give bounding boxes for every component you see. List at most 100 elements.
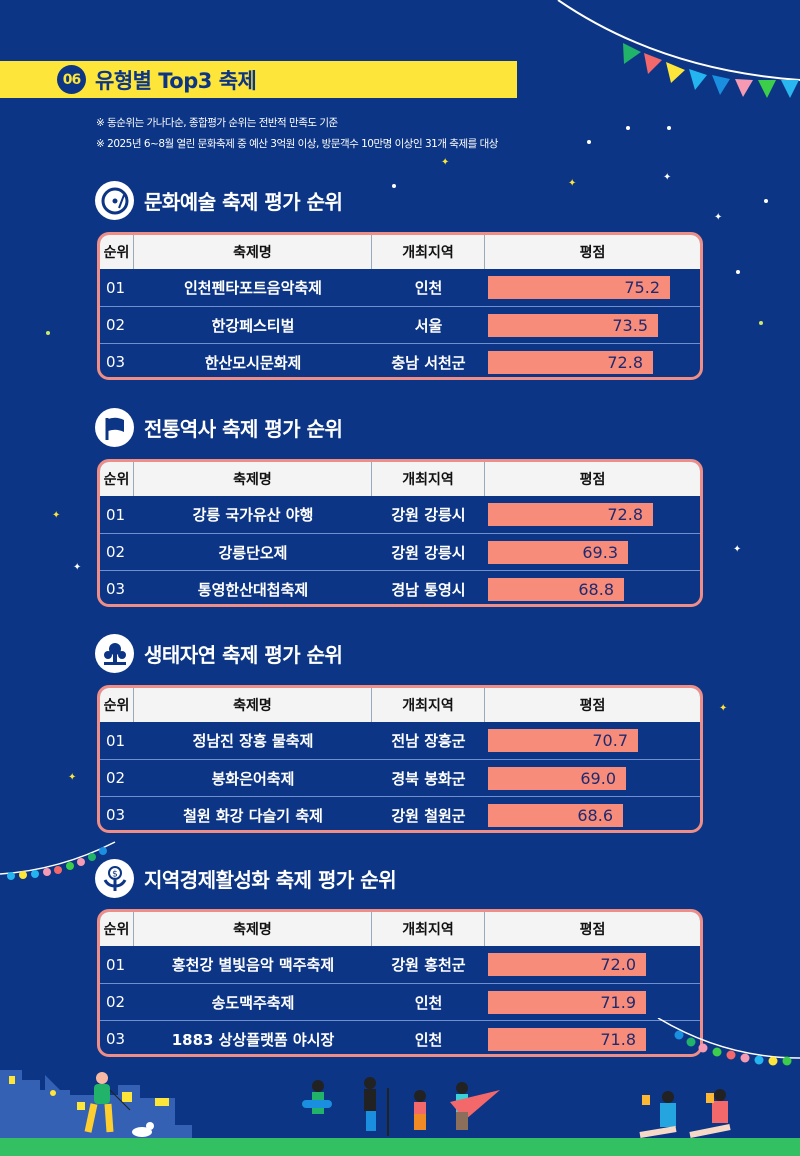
festival-name: 정남진 장흥 물축제 [192, 732, 314, 750]
grass-ground [0, 1138, 800, 1156]
ranking-table-tradition: 순위 축제명 개최지역 평점 01 강릉 국가유산 야행 강원 강릉시 72.8… [97, 459, 703, 607]
money-plant-icon: $ [95, 859, 134, 898]
score-bar: 75.2 [488, 276, 670, 299]
section-header-economy: $ 지역경제활성화 축제 평가 순위 [95, 859, 397, 898]
score-bar: 72.8 [488, 350, 653, 374]
sparkle-icon: ✦ [719, 703, 728, 714]
table-row: 03 철원 화강 다슬기 축제 강원 철원군 68.6 [100, 796, 700, 830]
rank: 03 [106, 1030, 126, 1048]
bunting-flags-decoration [557, 0, 800, 98]
col-rank: 순위 [100, 912, 134, 946]
rank: 03 [106, 580, 126, 598]
table-row: 01 정남진 장흥 물축제 전남 장흥군 70.7 [100, 722, 700, 759]
table-header: 순위 축제명 개최지역 평점 [100, 912, 700, 946]
section-number-badge: 06 [57, 65, 86, 94]
star-dot [587, 140, 591, 144]
page-title: 유형별 Top3 축제 [95, 68, 257, 93]
table-row: 02 한강페스티벌 서울 73.5 [100, 306, 700, 343]
table-row: 01 홍천강 별빛음악 맥주축제 강원 홍천군 72.0 [100, 946, 700, 983]
star-dot [764, 199, 768, 203]
score-bar: 69.3 [488, 540, 628, 564]
col-name: 축제명 [134, 688, 372, 722]
section-title: 생태자연 축제 평가 순위 [144, 643, 343, 667]
festival-name: 한산모시문화제 [204, 353, 302, 372]
col-score: 평점 [579, 245, 606, 261]
star-dot [667, 126, 671, 130]
col-name: 축제명 [134, 235, 372, 269]
col-rank: 순위 [100, 235, 134, 269]
region: 강원 철원군 [391, 806, 466, 825]
sparkle-icon: ✦ [714, 212, 723, 223]
footnotes: ※ 동순위는 가나다순, 종합평가 순위는 전반적 만족도 기준 ※ 2025년… [96, 113, 498, 155]
table-row: 03 통영한산대첩축제 경남 통영시 68.8 [100, 570, 700, 604]
score-bar: 72.8 [488, 503, 653, 526]
col-region: 개최지역 [372, 688, 485, 722]
sparkle-icon: ✦ [441, 157, 450, 168]
sparkle-icon: ✦ [733, 544, 742, 555]
flag-icon [95, 408, 134, 447]
rank: 03 [106, 353, 126, 371]
table-row: 01 강릉 국가유산 야행 강원 강릉시 72.8 [100, 496, 700, 533]
col-name: 축제명 [134, 462, 372, 496]
festival-name: 철원 화강 다슬기 축제 [183, 806, 323, 825]
festival-name: 통영한산대첩축제 [197, 580, 309, 599]
star-dot [626, 126, 630, 130]
score-bar: 68.6 [488, 803, 623, 827]
table-header: 순위 축제명 개최지역 평점 [100, 235, 700, 269]
star-dot [736, 270, 740, 274]
col-region: 개최지역 [372, 912, 485, 946]
star-dot [46, 331, 50, 335]
score-bar: 71.8 [488, 1027, 646, 1051]
sparkle-icon: ✦ [663, 172, 672, 183]
festival-name: 강릉 국가유산 야행 [192, 506, 314, 524]
festival-name: 봉화은어축제 [211, 769, 295, 788]
section-header-tradition: 전통역사 축제 평가 순위 [95, 408, 343, 447]
score-bar: 69.0 [488, 766, 626, 790]
star-dot [392, 184, 396, 188]
col-rank: 순위 [100, 688, 134, 722]
rank: 02 [106, 769, 126, 787]
table-row: 02 봉화은어축제 경북 봉화군 69.0 [100, 759, 700, 796]
festival-name: 홍천강 별빛음악 맥주축제 [171, 956, 335, 974]
region: 인천 [414, 993, 443, 1012]
sparkle-icon: ✦ [568, 178, 577, 189]
region: 강원 강릉시 [391, 543, 466, 562]
star-dot [759, 321, 763, 325]
col-score: 평점 [579, 922, 606, 938]
region: 충남 서천군 [391, 353, 466, 372]
ranking-table-culture: 순위 축제명 개최지역 평점 01 인천펜타포트음악축제 인천 75.2 02 … [97, 232, 703, 380]
rank: 02 [106, 993, 126, 1011]
table-row: 01 인천펜타포트음악축제 인천 75.2 [100, 269, 700, 306]
score-bar: 71.9 [488, 990, 646, 1014]
rank: 01 [106, 505, 126, 524]
region: 인천 [414, 279, 443, 297]
sparkle-icon: ✦ [73, 562, 82, 573]
festival-name: 강릉단오제 [218, 543, 288, 562]
col-name: 축제명 [134, 912, 372, 946]
footnote-2: ※ 2025년 6~8월 열린 문화축제 중 예산 3억원 이상, 방문객수 1… [96, 138, 498, 150]
festival-name: 1883 상상플랫폼 야시장 [171, 1030, 335, 1049]
region: 강원 홍천군 [391, 956, 466, 974]
score-bar: 68.8 [488, 577, 624, 601]
festival-name: 인천펜타포트음악축제 [183, 279, 322, 297]
section-header-nature: 생태자연 축제 평가 순위 [95, 634, 343, 673]
ranking-table-nature: 순위 축제명 개최지역 평점 01 정남진 장흥 물축제 전남 장흥군 70.7… [97, 685, 703, 833]
col-region: 개최지역 [372, 462, 485, 496]
section-title: 지역경제활성화 축제 평가 순위 [144, 868, 397, 892]
table-header: 순위 축제명 개최지역 평점 [100, 462, 700, 496]
page-title-bar: 06 유형별 Top3 축제 [0, 61, 517, 98]
table-row: 02 강릉단오제 강원 강릉시 69.3 [100, 533, 700, 570]
footnote-1: ※ 동순위는 가나다순, 종합평가 순위는 전반적 만족도 기준 [96, 117, 338, 129]
table-row: 02 송도맥주축제 인천 71.9 [100, 983, 700, 1020]
region: 강원 강릉시 [391, 506, 466, 524]
region: 전남 장흥군 [391, 732, 466, 750]
music-disc-icon [95, 181, 134, 220]
table-row: 03 1883 상상플랫폼 야시장 인천 71.8 [100, 1020, 700, 1054]
col-score: 평점 [579, 698, 606, 714]
region: 경남 통영시 [391, 580, 466, 599]
table-row: 03 한산모시문화제 충남 서천군 72.8 [100, 343, 700, 377]
col-region: 개최지역 [372, 235, 485, 269]
rank: 03 [106, 806, 126, 824]
score-bar: 70.7 [488, 729, 638, 752]
string-lights-decoration [0, 841, 116, 880]
